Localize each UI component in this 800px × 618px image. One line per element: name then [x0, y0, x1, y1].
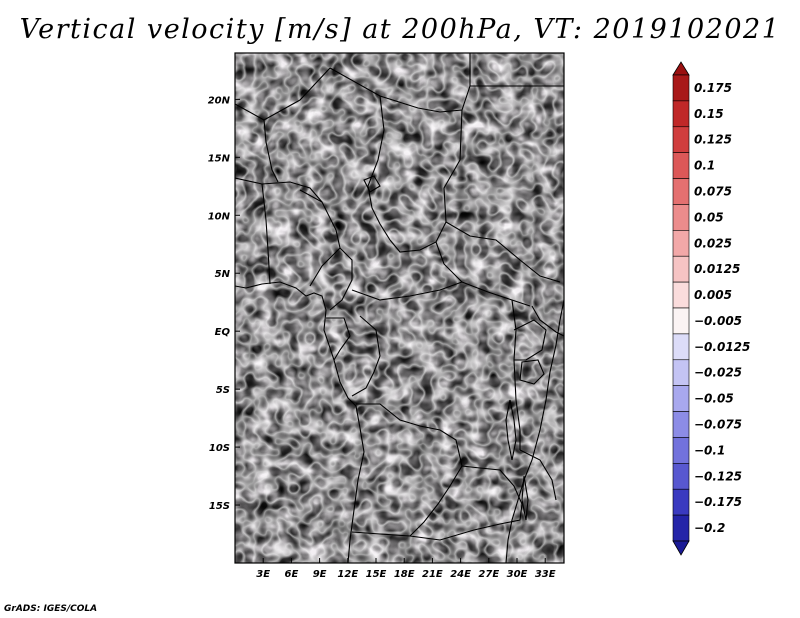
lon-tick-label: 21E	[422, 569, 443, 580]
colorbar-band	[672, 411, 690, 438]
lon-tick-label: 6E	[285, 569, 299, 580]
border-namibia-north	[351, 531, 411, 537]
border-gabon-congo	[326, 317, 351, 361]
colorbar-label: −0.05	[694, 392, 734, 406]
colorbar-label: 0.075	[694, 185, 732, 199]
lon-tick-label: 24E	[450, 569, 471, 580]
border-sahara-north	[263, 119, 279, 183]
colorbar-bottom-arrow	[672, 540, 690, 556]
colorbar-band	[672, 333, 690, 361]
border-south-sudan	[435, 241, 531, 307]
lon-tick-label: 9E	[313, 569, 327, 580]
colorbar-label: −0.1	[694, 443, 725, 457]
colorbar-label: 0.1	[694, 159, 715, 173]
border-car-drc	[351, 281, 463, 301]
border-nigeria-cameroon	[299, 189, 341, 287]
colorbar-label: −0.2	[694, 521, 725, 535]
lon-tick-label: 27E	[478, 569, 499, 580]
border-angola-zambia	[409, 465, 463, 537]
border-drc-angola	[356, 403, 481, 469]
lat-tick-label: 20N	[208, 95, 231, 106]
border-west-africa	[235, 177, 323, 203]
colorbar-band	[672, 178, 690, 205]
lon-tick-label: 30E	[507, 569, 528, 580]
colorbar-band	[672, 281, 690, 309]
colorbar-band	[672, 514, 690, 542]
border-drc-east	[511, 299, 521, 450]
colorbar-label: −0.025	[694, 366, 742, 380]
colorbar-band	[672, 488, 690, 516]
colorbar-band	[672, 204, 690, 231]
lat-tick-label: 10N	[208, 211, 231, 222]
lon-tick-label: 3E	[256, 569, 270, 580]
colorbar: 0.175 0.15 0.125 0.1 0.075 0.05 0.025 0.0125 0.0…	[672, 61, 750, 556]
border-chad-east	[389, 109, 463, 253]
colorbar-top-arrow	[672, 61, 690, 76]
coastline-guinea-gulf	[235, 281, 365, 563]
border-uganda	[513, 319, 547, 361]
map-title: Vertical velocity [m/s] at 200hPa, VT: 2…	[19, 14, 781, 45]
lat-tick-label: EQ	[215, 327, 231, 338]
colorbar-label: 0.0125	[694, 262, 740, 276]
lon-tick-label: 12E	[337, 569, 358, 580]
lake-tanganyika	[505, 399, 517, 461]
border-car-cameroon	[329, 247, 353, 311]
colorbar-label: 0.025	[694, 236, 732, 250]
lon-tick-label: 18E	[394, 569, 415, 580]
map-frame	[234, 52, 565, 564]
border-zambia-south	[409, 467, 523, 541]
border-benin-togo	[261, 183, 271, 285]
colorbar-label: −0.175	[694, 495, 742, 509]
lake-chad	[363, 175, 381, 193]
lon-axis: 3E 6E 9E 12E 15E 18E 21E 24E 27E 30E 33E	[256, 558, 556, 580]
lon-tick-label: 15E	[366, 569, 387, 580]
colorbar-band	[672, 255, 690, 283]
lat-axis: 20N 15N 10N 5N EQ 5S 10S 15S	[208, 95, 240, 512]
colorbar-label: −0.125	[694, 469, 742, 483]
lake-malawi	[521, 475, 529, 521]
colorbar-band	[672, 230, 690, 257]
lat-tick-label: 15S	[209, 501, 230, 512]
border-zambia-tanzania	[519, 449, 557, 501]
colorbar-label: 0.125	[694, 133, 732, 147]
border-kenya-tanzania	[531, 305, 564, 337]
lake-victoria	[519, 359, 545, 385]
colorbar-band	[672, 126, 690, 153]
lat-tick-label: 5N	[215, 269, 231, 280]
colorbar-label: 0.175	[694, 81, 732, 95]
colorbar-band	[672, 437, 690, 464]
coastlines-and-borders	[235, 53, 564, 563]
border-libya-south	[329, 67, 471, 113]
colorbar-band	[672, 100, 690, 128]
map-field	[235, 53, 564, 563]
colorbar-label: 0.005	[694, 288, 732, 302]
lon-tick-label: 33E	[535, 569, 556, 580]
colorbar-band	[672, 359, 690, 386]
colorbar-band	[672, 152, 690, 179]
border-congo-drc	[351, 315, 381, 397]
colorbar-band	[672, 307, 690, 335]
colorbar-label: −0.075	[694, 418, 742, 432]
lat-tick-label: 15N	[208, 153, 231, 164]
border-sudan-south	[445, 221, 561, 283]
border-algeria-niger	[235, 67, 331, 121]
colorbar-label: 0.15	[694, 107, 724, 121]
grads-credit: GrADS: IGES/COLA	[4, 604, 98, 614]
colorbar-label: 0.05	[694, 210, 724, 224]
colorbar-label: −0.0125	[694, 340, 750, 354]
lat-tick-label: 5S	[216, 385, 230, 396]
colorbar-band	[672, 385, 690, 412]
border-chad-west	[367, 95, 391, 241]
colorbar-band	[672, 463, 690, 490]
colorbar-label: −0.005	[694, 314, 742, 328]
coastline-east-africa	[505, 299, 564, 563]
lat-tick-label: 10S	[209, 443, 230, 454]
colorbar-band	[672, 74, 690, 102]
